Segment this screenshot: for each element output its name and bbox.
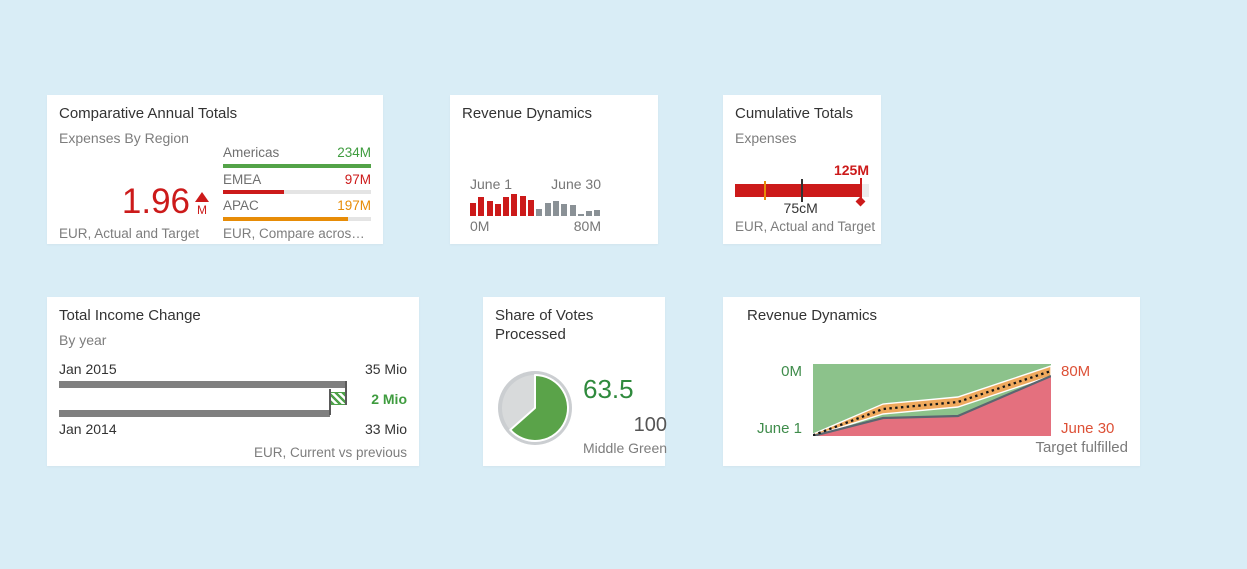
- area-top-right-label: 80M: [1061, 364, 1090, 379]
- tile-footer: Target fulfilled: [735, 439, 1128, 456]
- column-bar: [536, 209, 542, 216]
- comparison-chart-block: Americas 234M EMEA 97M APAC 197M EUR, Compare…: [223, 146, 371, 242]
- delta-vline-2014: [329, 389, 331, 415]
- comparison-label: EMEA: [223, 173, 261, 188]
- column-chart-block: June 1 June 30 0M 80M: [470, 176, 601, 234]
- area-chart: [813, 364, 1051, 436]
- column-bar: [594, 210, 600, 216]
- delta-vline-2015: [345, 381, 347, 405]
- column-bar: [495, 204, 501, 216]
- comparison-value: 197M: [337, 199, 371, 214]
- column-bar: [478, 197, 484, 216]
- tile-cumulative-totals[interactable]: Cumulative Totals Expenses 125M 75cM EUR…: [723, 95, 881, 244]
- comparison-bar-fill: [223, 164, 371, 168]
- tile-footer: EUR, Actual and Target: [735, 219, 869, 234]
- tile-footer: Middle Green: [583, 440, 667, 456]
- delta-chart: Jan 2015 35 Mio 2 Mio Jan 2014 33 Mio: [59, 360, 407, 438]
- kpi-footer: EUR, Actual and Target: [59, 226, 209, 241]
- delta-value-label: 2 Mio: [371, 391, 407, 407]
- area-bottom-left-label: June 1: [757, 421, 802, 436]
- comparison-row: APAC 197M: [223, 199, 371, 221]
- tile-title: Revenue Dynamics: [462, 105, 646, 124]
- delta-bar-2015: [59, 381, 346, 388]
- tile-comparative-annual-totals[interactable]: Comparative Annual Totals Expenses By Re…: [47, 95, 383, 244]
- comparison-bar-fill: [223, 190, 284, 194]
- kpi-scale: M: [197, 203, 207, 217]
- comparison-bar-track: [223, 164, 371, 168]
- trend-up-icon: [195, 192, 209, 202]
- bullet-fill: [735, 184, 862, 197]
- comparison-footer: EUR, Compare acros…: [223, 226, 371, 241]
- column-bar: [570, 205, 576, 216]
- bullet-bar: 75cM: [735, 184, 869, 197]
- tile-footer: EUR, Current vs previous: [59, 445, 407, 460]
- area-bottom-right-label: June 30: [1061, 421, 1114, 436]
- comparison-bar-track: [223, 190, 371, 194]
- comparison-bar-fill: [223, 217, 348, 221]
- column-bar: [578, 214, 584, 216]
- comparison-value: 234M: [337, 146, 371, 161]
- tile-subtitle: Expenses: [735, 130, 869, 146]
- comparison-value: 97M: [345, 173, 371, 188]
- tile-title: Revenue Dynamics: [747, 307, 1128, 326]
- column-end-label: June 30: [551, 176, 601, 192]
- column-start-label: June 1: [470, 176, 512, 192]
- area-top-left-label: 0M: [781, 364, 802, 379]
- bullet-chart: 125M 75cM: [735, 162, 869, 197]
- delta-row-value: 33 Mio: [365, 420, 407, 438]
- kpi-indicator: M: [195, 192, 209, 217]
- column-bars: [470, 194, 601, 216]
- bullet-threshold-label: 75cM: [784, 200, 818, 216]
- delta-bar-2014: [59, 410, 330, 417]
- column-bar: [553, 201, 559, 216]
- comparison-label: Americas: [223, 146, 279, 161]
- radial-total: 100: [583, 414, 667, 437]
- column-bar: [545, 203, 551, 216]
- column-bar: [528, 200, 534, 216]
- bullet-threshold-tick: [764, 181, 766, 200]
- column-bar: [520, 196, 526, 216]
- tile-title: Comparative Annual Totals: [59, 105, 371, 124]
- bullet-value-label: 125M: [735, 162, 869, 178]
- tile-total-income-change[interactable]: Total Income Change By year Jan 2015 35 …: [47, 297, 419, 466]
- column-min-label: 0M: [470, 218, 489, 234]
- column-bar: [511, 194, 517, 216]
- delta-row-value: 35 Mio: [365, 360, 407, 378]
- radial-chart: [495, 368, 575, 448]
- bullet-threshold-tick: [801, 179, 803, 202]
- tile-revenue-dynamics-columns[interactable]: Revenue Dynamics June 1 June 30 0M 80M: [450, 95, 658, 244]
- column-bar: [586, 211, 592, 216]
- column-bar: [561, 204, 567, 216]
- radial-value: 63.5: [583, 376, 667, 402]
- kpi-block: 1.96 M EUR, Actual and Target: [59, 185, 209, 241]
- pie-chart-svg: [495, 368, 575, 448]
- tile-subtitle: Expenses By Region: [59, 130, 371, 146]
- tile-title: Cumulative Totals: [735, 105, 869, 124]
- tile-title: Total Income Change: [59, 307, 407, 326]
- comparison-bar-track: [223, 217, 371, 221]
- comparison-row: Americas 234M: [223, 146, 371, 168]
- column-bar: [487, 201, 493, 216]
- comparative-content: 1.96 M EUR, Actual and Target Americas 23…: [59, 146, 371, 242]
- comparison-label: APAC: [223, 199, 259, 214]
- tile-subtitle: By year: [59, 332, 407, 348]
- comparison-row: EMEA 97M: [223, 173, 371, 195]
- delta-row-label: Jan 2015: [59, 360, 117, 378]
- delta-row-label: Jan 2014: [59, 420, 117, 438]
- delta-hatch-bar: [330, 392, 346, 405]
- tile-share-of-votes[interactable]: Share of Votes Processed 63.5 100 Middle…: [483, 297, 665, 466]
- column-bar: [470, 203, 476, 216]
- comparison-chart: Americas 234M EMEA 97M APAC 197M: [223, 146, 371, 222]
- column-max-label: 80M: [574, 218, 601, 234]
- bullet-marker-diamond-icon: [855, 196, 865, 206]
- kpi-value: 1.96: [122, 185, 190, 218]
- tile-title: Share of Votes Processed: [495, 307, 653, 345]
- column-bar: [503, 197, 509, 216]
- area-chart-svg: [813, 364, 1051, 436]
- tile-revenue-dynamics-area[interactable]: Revenue Dynamics 0M June 1 80M June 30 T…: [723, 297, 1140, 466]
